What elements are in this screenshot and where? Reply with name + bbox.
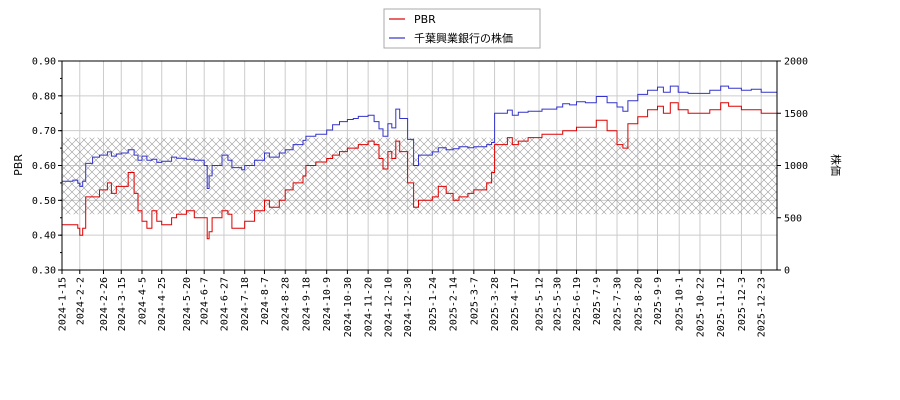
x-tick-label: 2025-11-12: [716, 277, 727, 337]
x-tick-label: 2024-12-30: [403, 277, 414, 337]
x-tick-label: 2025-5-12: [534, 277, 545, 331]
left-tick-label: 0.50: [32, 196, 56, 207]
right-tick-label: 2000: [784, 57, 808, 68]
x-tick-label: 2025-3-28: [490, 277, 501, 331]
x-tick-label: 2024-8-28: [281, 277, 292, 331]
x-tick-label: 2024-4-25: [157, 277, 168, 331]
legend-label-pbr: PBR: [414, 13, 436, 26]
x-tick-label: 2024-3-15: [117, 277, 128, 331]
legend-box: [383, 8, 541, 49]
x-tick-label: 2025-7-9: [592, 277, 603, 325]
left-tick-label: 0.80: [32, 91, 56, 102]
x-tick-label: 2025-10-1: [675, 277, 686, 331]
x-tick-label: 2025-8-20: [633, 277, 644, 331]
x-tick-label: 2025-1-24: [428, 277, 439, 331]
x-tick-label: 2024-1-15: [58, 277, 69, 331]
x-tick-label: 2025-4-17: [510, 277, 521, 331]
x-tick-label: 2025-12-23: [757, 277, 768, 337]
left-tick-label: 0.70: [32, 126, 56, 137]
x-tick-label: 2024-10-9: [322, 277, 333, 331]
left-tick-label: 0.30: [32, 266, 56, 277]
x-tick-label: 2025-5-30: [552, 277, 563, 331]
legend: PBR 千葉興業銀行の株価: [383, 8, 541, 49]
x-tick-label: 2024-10-30: [343, 277, 354, 337]
right-tick-label: 500: [784, 213, 802, 224]
x-tick-label: 2024-6-27: [219, 277, 230, 331]
x-tick-label: 2024-9-18: [301, 277, 312, 331]
pbr-range-band: [62, 137, 777, 215]
left-tick-label: 0.40: [32, 231, 56, 242]
x-tick-label: 2024-2-2: [75, 277, 86, 325]
x-axis: 2024-1-15 2024-2-2 2024-2-26 2024-3-15 2024-…: [58, 270, 768, 337]
x-tick-label: 2025-7-30: [613, 277, 624, 331]
right-axis-label: 株価: [829, 154, 843, 176]
left-tick-label: 0.90: [32, 57, 56, 68]
legend-label-price: 千葉興業銀行の株価: [414, 31, 513, 45]
x-tick-label: 2024-8-7: [260, 277, 271, 325]
x-tick-label: 2025-12-3: [737, 277, 748, 331]
left-tick-label: 0.60: [32, 161, 56, 172]
x-tick-label: 2024-4-5: [137, 277, 148, 325]
series-line-pbr: [62, 95, 778, 240]
right-axis: 0 500 1000 1500 2000: [777, 57, 808, 277]
left-axis-label: PBR: [12, 154, 25, 176]
right-tick-label: 0: [784, 266, 790, 277]
x-tick-label: 2025-2-14: [449, 277, 460, 331]
right-tick-label: 1500: [784, 109, 808, 120]
series-layer: [62, 76, 778, 240]
x-tick-label: 2024-7-18: [240, 277, 251, 331]
series-line-price: [62, 76, 778, 189]
x-tick-label: 2025-6-19: [572, 277, 583, 331]
left-axis: 0.30 0.40 0.50 0.60 0.70 0.80 0.90: [32, 57, 62, 277]
x-tick-label: 2024-12-10: [383, 277, 394, 337]
x-tick-label: 2024-6-7: [200, 277, 211, 325]
x-tick-label: 2025-3-7: [469, 277, 480, 325]
x-tick-label: 2024-2-26: [99, 277, 110, 331]
x-tick-label: 2024-11-20: [364, 277, 375, 337]
x-tick-label: 2025-9-9: [653, 277, 664, 325]
x-tick-label: 2024-5-20: [182, 277, 193, 331]
right-tick-label: 1000: [784, 161, 808, 172]
x-tick-label: 2025-10-22: [695, 277, 706, 337]
